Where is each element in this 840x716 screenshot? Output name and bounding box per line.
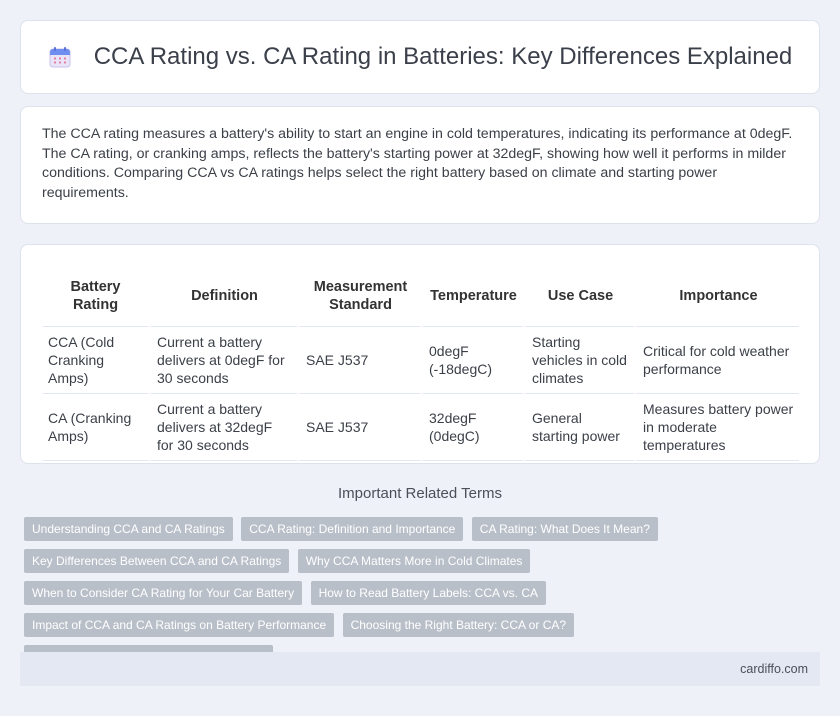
column-header: Use Case [523, 265, 634, 327]
calendar-icon [49, 47, 71, 68]
table-cell: Measures battery power in moderate tempe… [634, 394, 799, 461]
title-card: CCA Rating vs. CA Rating in Batteries: K… [20, 20, 820, 94]
page-title: CCA Rating vs. CA Rating in Batteries: K… [93, 43, 793, 70]
table-cell: CA (Cranking Amps) [43, 394, 148, 461]
related-term-link[interactable]: When to Consider CA Rating for Your Car … [24, 581, 303, 605]
table-row: CA (Cranking Amps) Current a battery del… [43, 394, 799, 461]
column-header: Battery Rating [43, 265, 148, 327]
related-term-link[interactable]: CA Rating: What Does It Mean? [471, 517, 658, 541]
table-cell: Current a battery delivers at 32degF for… [148, 394, 297, 461]
related-term-link[interactable]: Impact of CCA and CA Ratings on Battery … [24, 613, 335, 637]
related-term-link[interactable]: Why CCA Matters More in Cold Climates [297, 549, 531, 573]
related-terms-list: Understanding CCA and CA Ratings CCA Rat… [24, 517, 814, 677]
related-term-link[interactable]: How to Read Battery Labels: CCA vs. CA [310, 581, 547, 605]
table-cell: CCA (Cold Cranking Amps) [43, 327, 148, 394]
column-header: Temperature [420, 265, 523, 327]
intro-card: The CCA rating measures a battery's abil… [20, 106, 820, 224]
footer-site-link[interactable]: cardiffo.com [740, 662, 808, 676]
table-cell: General starting power [523, 394, 634, 461]
column-header: Importance [634, 265, 799, 327]
intro-paragraph: The CCA rating measures a battery's abil… [42, 126, 793, 201]
column-header: Definition [148, 265, 297, 327]
table-cell: Critical for cold weather performance [634, 327, 799, 394]
table-cell: SAE J537 [297, 394, 420, 461]
related-term-link[interactable]: Key Differences Between CCA and CA Ratin… [24, 549, 290, 573]
table-cell: SAE J537 [297, 327, 420, 394]
related-term-link[interactable]: Understanding CCA and CA Ratings [24, 517, 233, 541]
table-header-row: Battery Rating Definition Measurement St… [43, 265, 799, 327]
comparison-table: Battery Rating Definition Measurement St… [43, 265, 799, 461]
table-cell: 32degF (0degC) [420, 394, 523, 461]
table-cell: Starting vehicles in cold climates [523, 327, 634, 394]
footer: cardiffo.com [20, 652, 820, 686]
table-cell: 0degF (-18degC) [420, 327, 523, 394]
comparison-table-card: Battery Rating Definition Measurement St… [20, 244, 820, 464]
related-term-link[interactable]: CCA Rating: Definition and Importance [241, 517, 464, 541]
related-term-link[interactable]: Choosing the Right Battery: CCA or CA? [342, 613, 575, 637]
related-terms-heading: Important Related Terms [338, 485, 502, 502]
table-row: CCA (Cold Cranking Amps) Current a batte… [43, 327, 799, 394]
table-cell: Current a battery delivers at 0degF for … [148, 327, 297, 394]
column-header: Measurement Standard [297, 265, 420, 327]
